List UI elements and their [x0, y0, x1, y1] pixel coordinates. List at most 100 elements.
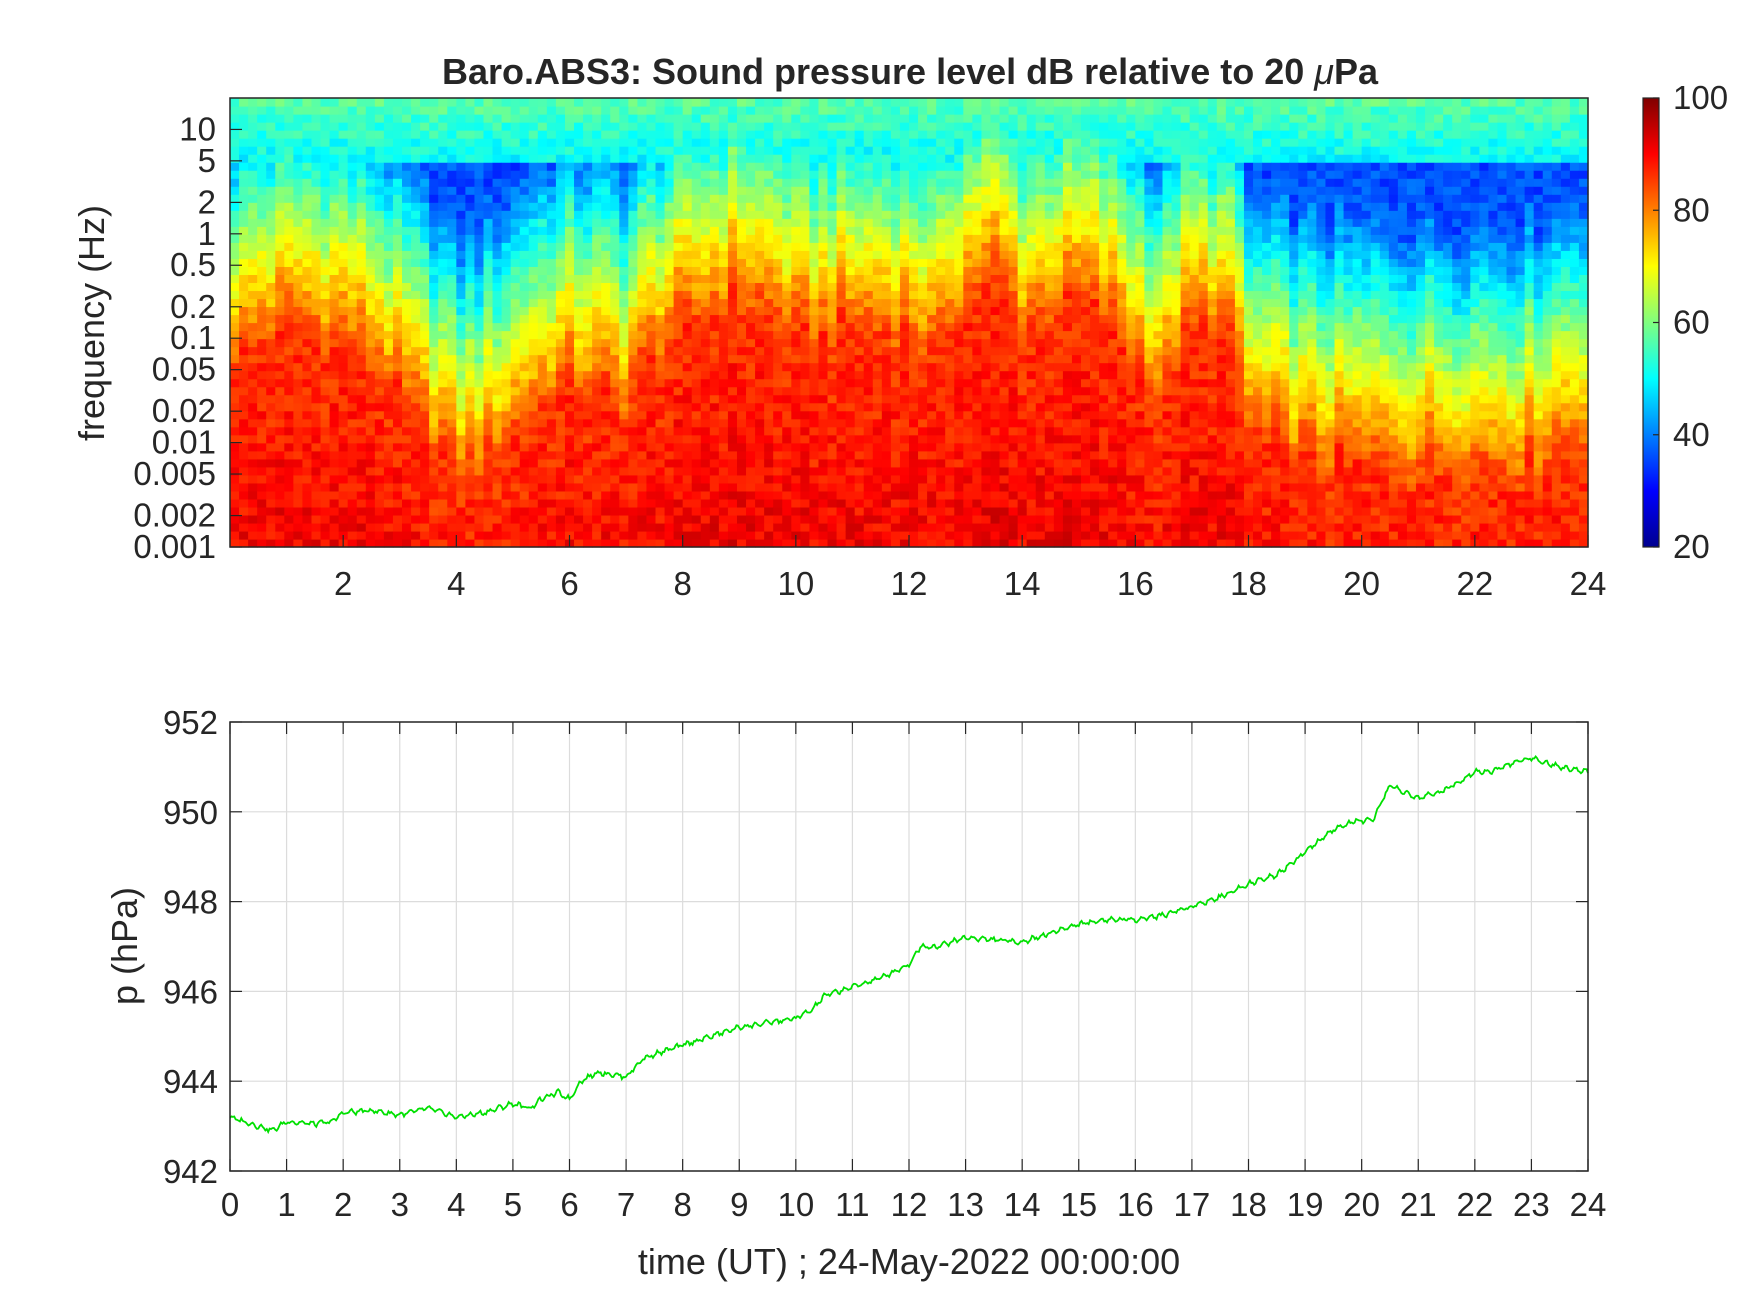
spectrogram-cell [555, 170, 566, 179]
spectrogram-cell [954, 450, 964, 460]
spectrogram-cell [338, 370, 349, 380]
spectrogram-cell [673, 378, 684, 388]
spectrogram-cell [519, 450, 530, 460]
spectrogram-cell [999, 458, 1010, 468]
spectrogram-cell [438, 322, 448, 332]
spectrogram-cell [592, 522, 602, 532]
spectrogram-cell [564, 306, 575, 316]
spectrogram-cell [981, 282, 992, 292]
spectrogram-cell [329, 210, 340, 219]
spectrogram-cell [230, 106, 240, 115]
spectrogram-cell [963, 442, 973, 452]
spectrogram-cell [583, 266, 593, 275]
spectrogram-cell [528, 370, 539, 380]
spectrogram-cell [248, 354, 258, 364]
spectrogram-cell [510, 434, 521, 444]
spectrogram-cell [727, 506, 738, 516]
spectrogram-cell [664, 250, 675, 259]
spectrogram-cell [1008, 330, 1019, 340]
spectrogram-cell [510, 378, 521, 388]
spectrogram-cell [365, 242, 376, 251]
spectrogram-cell [836, 258, 847, 267]
spectrogram-cell [356, 362, 367, 372]
spectrogram-cell [963, 490, 973, 500]
spectrogram-cell [411, 514, 421, 524]
spectrogram-cell [909, 154, 919, 163]
spectrogram-cell [945, 474, 955, 484]
spectrogram-cell [574, 258, 584, 267]
spectrogram-cell [392, 306, 403, 316]
spectrogram-cell [239, 346, 249, 356]
spectrogram-cell [836, 378, 847, 388]
spectrogram-cell [981, 162, 992, 171]
spectrogram-cell [999, 226, 1010, 235]
spectrogram-cell [700, 418, 711, 428]
spectrogram-cell [899, 426, 910, 436]
spectrogram-cell [845, 370, 856, 380]
spectrogram-cell [637, 362, 648, 372]
spectrogram-cell [782, 138, 792, 147]
spectrogram-cell [420, 490, 430, 500]
spectrogram-cell [447, 306, 457, 316]
spectrogram-cell [818, 210, 829, 219]
spectrogram-cell [963, 338, 973, 348]
spectrogram-cell [320, 338, 331, 348]
spectrogram-cell [628, 274, 638, 284]
spectrogram-cell [574, 218, 584, 227]
spectrogram-cell [736, 522, 747, 532]
spectrogram-cell [818, 450, 829, 460]
spectrogram-cell [592, 138, 602, 147]
spectrogram-cell [474, 530, 485, 540]
spectrogram-cell [718, 498, 729, 508]
spectrogram-cell [320, 154, 331, 163]
spectrogram-cell [284, 258, 294, 267]
spectrogram-cell [501, 210, 512, 219]
spectrogram-cell [736, 394, 747, 404]
spectrogram-cell [365, 426, 376, 436]
spectrogram-cell [909, 354, 919, 364]
spectrogram-cell [909, 114, 919, 123]
spectrogram-cell [555, 338, 566, 348]
spectrogram-cell [809, 346, 820, 356]
spectrogram-cell [402, 330, 412, 340]
spectrogram-cell [392, 402, 403, 412]
spectrogram-cell [972, 410, 983, 420]
spectrogram-cell [963, 162, 973, 171]
spectrogram-cell [492, 258, 503, 267]
spectrogram-cell [266, 122, 276, 131]
spectrogram-cell [483, 394, 494, 404]
spectrogram-cell [673, 482, 684, 492]
spectrogram-cell [537, 314, 548, 324]
spectrogram-cell [673, 138, 684, 147]
spectrogram-cell [429, 466, 439, 476]
spectrogram-cell [881, 450, 892, 460]
spectrogram-cell [438, 394, 448, 404]
spectrogram-cell [954, 490, 964, 500]
spectrogram-cell [764, 290, 774, 300]
spectrogram-cell [936, 354, 946, 364]
spectrogram-cell [718, 418, 729, 428]
spectrogram-cell [918, 442, 928, 452]
spectrogram-cell [945, 362, 955, 372]
spectrogram-cell [918, 538, 928, 548]
spectrogram-cell [637, 178, 648, 187]
spectrogram-cell [474, 234, 485, 243]
spectrogram-cell [628, 186, 638, 195]
spectrogram-cell [945, 530, 955, 540]
spectrogram-cell [356, 314, 367, 324]
spectrogram-cell [1026, 426, 1037, 436]
spectrogram-cell [972, 298, 983, 308]
spectrogram-cell [963, 402, 973, 412]
spectrogram-cell [718, 306, 729, 316]
spectrogram-cell [972, 154, 983, 163]
spectrogram-cell [945, 130, 955, 139]
spectrogram-cell [709, 330, 720, 340]
spectrogram-cell [356, 258, 367, 267]
spectrogram-cell [592, 250, 602, 259]
spectrogram-cell [420, 362, 430, 372]
spectrogram-cell [447, 370, 457, 380]
spectrogram-cell [248, 474, 258, 484]
spectrogram-cell [791, 386, 801, 396]
spectrogram-cell [465, 266, 476, 275]
spectrogram-cell [909, 306, 919, 316]
